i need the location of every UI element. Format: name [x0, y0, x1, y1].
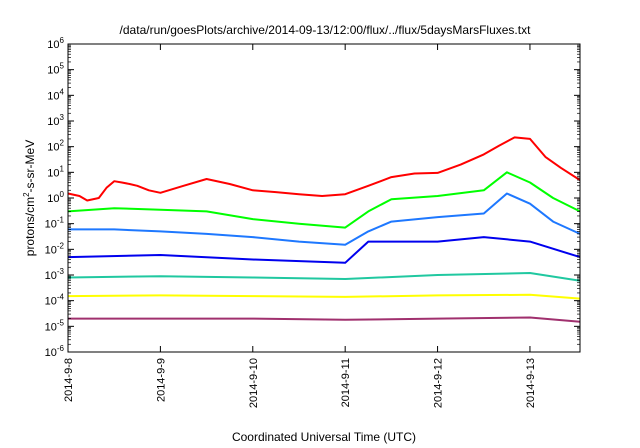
y-tick-label: 10-2 — [45, 241, 65, 256]
y-tick-label: 103 — [47, 113, 64, 128]
series-line-3 — [68, 192, 581, 246]
x-tick-label: 2014-9-11 — [340, 358, 352, 407]
y-axis: 10-6 10-5 10-4 10-3 10-2 10-1 100 101 102 103 104 1… — [45, 36, 580, 359]
chart-title: /data/run/goesPlots/archive/2014-09-13/1… — [120, 23, 532, 37]
y-tick-label: 104 — [47, 87, 64, 102]
x-tick-label: 2014-9-8 — [63, 358, 75, 402]
y-tick-label: 10-4 — [45, 293, 65, 308]
series-line-6 — [67, 293, 581, 300]
y-axis-label: protons/cm2-s-sr-MeV — [22, 140, 37, 256]
x-axis: 2014-9-8 2014-9-9 2014-9-10 2014-9-11 2014-9… — [63, 44, 537, 408]
x-tick-label: 2014-9-13 — [525, 358, 537, 408]
series-line-2 — [67, 171, 581, 229]
x-axis-label: Coordinated Universal Time (UTC) — [232, 430, 416, 444]
series-line-1 — [67, 136, 581, 202]
y-tick-label: 100 — [47, 190, 64, 205]
y-tick-label: 102 — [47, 139, 64, 154]
y-tick-label: 105 — [47, 62, 64, 77]
series-line-4 — [67, 236, 581, 264]
y-tick-label: 101 — [47, 164, 64, 179]
y-tick-label: 10-5 — [45, 318, 65, 333]
x-tick-label: 2014-9-12 — [433, 358, 445, 408]
x-tick-label: 2014-9-9 — [155, 358, 167, 402]
y-tick-label: 10-3 — [45, 267, 65, 282]
x-tick-label: 2014-9-10 — [248, 358, 260, 408]
y-tick-label: 10-6 — [45, 344, 65, 359]
series-line-5 — [67, 272, 581, 282]
series-layer — [67, 136, 581, 323]
series-line-7 — [68, 316, 581, 323]
y-tick-label: 10-1 — [45, 216, 65, 231]
y-tick-label: 106 — [47, 36, 64, 51]
